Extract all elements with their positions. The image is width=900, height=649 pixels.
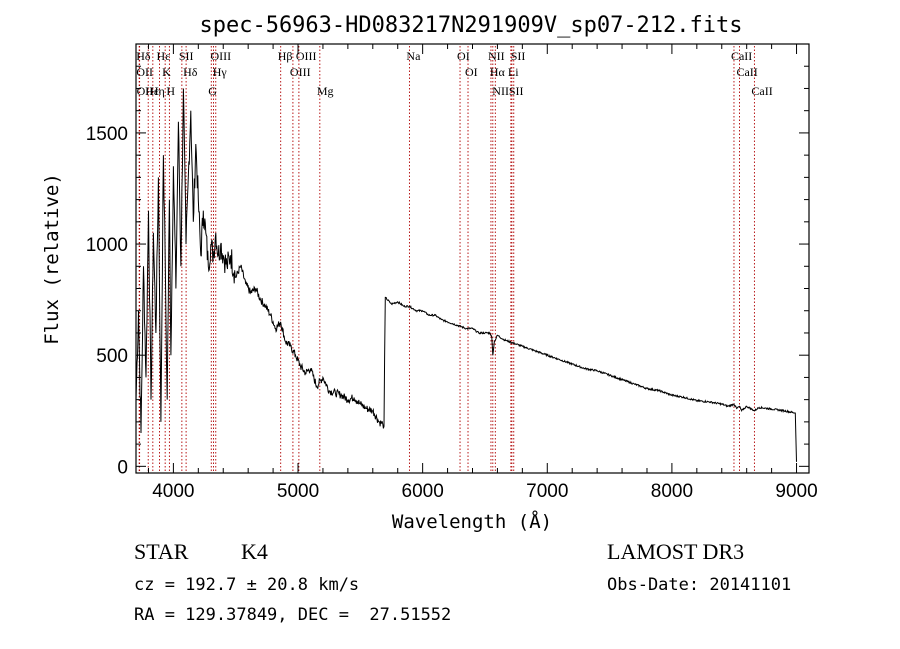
- x-tick-label: 9000: [775, 481, 817, 502]
- x-tick-label: 4000: [152, 481, 194, 502]
- line-marker-label: OIII: [290, 65, 311, 79]
- line-markers: [138, 46, 755, 473]
- axis-ticks: 4000 5000 6000 7000 8000 9000 0 500 1000 1500: [86, 44, 818, 502]
- y-tick-label: 0: [117, 457, 128, 478]
- line-marker-label: Na: [406, 49, 421, 63]
- redshift-text: cz = 192.7 ± 20.8 km/s: [134, 575, 359, 595]
- y-axis-label: Flux (relative): [41, 173, 63, 345]
- line-marker-label: OI: [465, 65, 478, 79]
- line-marker-label: Hη: [150, 84, 165, 98]
- chart-title: spec-56963-HD083217N291909V_sp07-212.fit…: [199, 13, 742, 38]
- line-marker-label: SII: [511, 49, 526, 63]
- line-marker-label: Mg: [317, 84, 334, 98]
- x-tick-label: 6000: [402, 481, 444, 502]
- line-marker-label: OII: [137, 84, 154, 98]
- line-marker-label: Li: [508, 65, 519, 79]
- line-marker-label: Hε: [145, 84, 159, 98]
- object-subclass: K4: [241, 539, 268, 564]
- line-marker-label: CaII: [736, 65, 757, 79]
- x-tick-label: 7000: [526, 481, 568, 502]
- y-tick-label: 500: [96, 346, 128, 367]
- line-marker-label: Hδ: [183, 65, 198, 79]
- x-tick-label: 5000: [277, 481, 319, 502]
- line-marker-label: CaII: [731, 49, 752, 63]
- line-marker-labels: HδOIIOIIHεHηHεKSIIHHδOIIIHγGHβOIIIOIIIMg…: [136, 49, 772, 98]
- line-marker-label: NII: [488, 49, 505, 63]
- line-marker-label: OIII: [211, 49, 232, 63]
- x-tick-label: 8000: [651, 481, 693, 502]
- coordinates-text: RA = 129.37849, DEC = 27.51552: [134, 605, 451, 625]
- line-marker-label: G: [208, 84, 217, 98]
- x-axis-label: Wavelength (Å): [392, 510, 552, 533]
- line-marker-label: Hγ: [213, 65, 228, 79]
- line-marker-label: SII: [179, 49, 194, 63]
- line-marker-label: Hα: [490, 65, 506, 79]
- line-marker-label: SII: [509, 84, 524, 98]
- line-marker-label: CaII: [751, 84, 772, 98]
- line-marker-label: Hβ: [278, 49, 293, 63]
- line-marker-label: K: [162, 65, 171, 79]
- line-marker-label: OI: [457, 49, 470, 63]
- survey-name: LAMOST DR3: [607, 539, 744, 564]
- y-tick-label: 1500: [86, 124, 128, 145]
- spectrum-line: [135, 88, 797, 462]
- y-tick-label: 1000: [86, 235, 128, 256]
- object-class: STAR: [134, 539, 189, 564]
- obs-date-text: Obs-Date: 20141101: [607, 575, 791, 595]
- line-marker-label: H: [166, 84, 175, 98]
- spectrum-series: [135, 88, 797, 462]
- line-marker-label: Hε: [157, 49, 171, 63]
- line-marker-label: Hδ: [136, 49, 151, 63]
- line-marker-label: OIII: [296, 49, 317, 63]
- line-marker-label: OII: [136, 65, 153, 79]
- plot-area-frame: [135, 43, 810, 474]
- line-marker-label: NII: [492, 84, 509, 98]
